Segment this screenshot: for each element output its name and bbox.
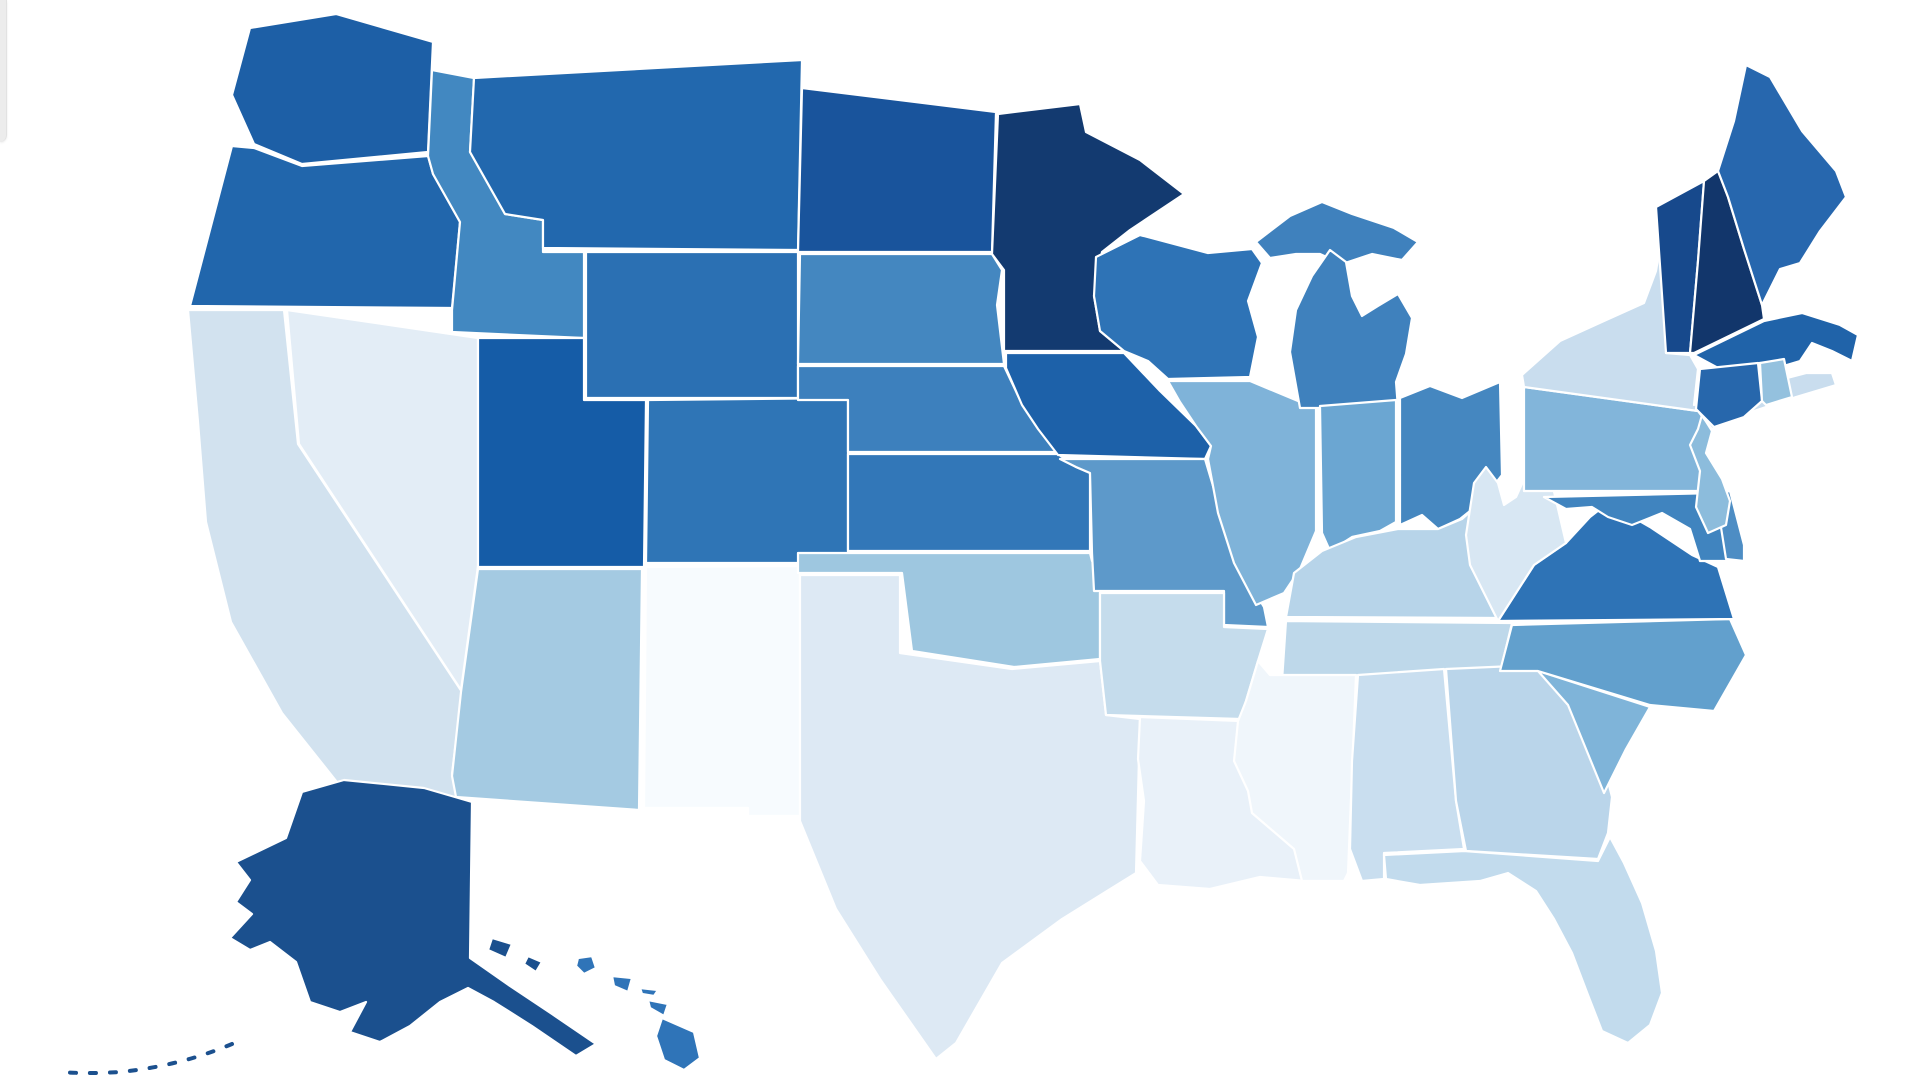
state-indiana[interactable] [1318, 398, 1398, 553]
state-new-jersey[interactable] [1688, 413, 1732, 535]
state-hawaii-maui[interactable] [646, 998, 670, 1018]
state-north-carolina[interactable] [1498, 617, 1748, 713]
state-texas[interactable] [798, 573, 1142, 1061]
state-hawaii-oahu[interactable] [610, 974, 634, 994]
state-south-dakota[interactable] [796, 252, 1006, 366]
state-rhode-island[interactable] [1758, 357, 1794, 407]
state-washington[interactable] [230, 12, 435, 166]
state-florida[interactable] [1382, 835, 1664, 1045]
state-arizona[interactable] [450, 567, 644, 812]
state-north-dakota[interactable] [796, 86, 998, 254]
state-hawaii-big-island[interactable] [654, 1016, 702, 1072]
state-maine[interactable] [1716, 63, 1848, 307]
state-utah[interactable] [476, 336, 648, 569]
state-hawaii-molokai[interactable] [638, 986, 660, 998]
state-alaska[interactable] [228, 778, 598, 1058]
window-edge-artifact [0, 0, 7, 142]
state-wisconsin[interactable] [1092, 233, 1264, 381]
state-alabama[interactable] [1348, 667, 1466, 883]
state-alaska-island[interactable] [522, 954, 544, 974]
state-wyoming[interactable] [584, 250, 800, 400]
state-michigan-upper-peninsula[interactable] [1254, 200, 1420, 266]
state-kansas[interactable] [846, 452, 1092, 553]
state-oklahoma[interactable] [796, 551, 1102, 669]
state-connecticut[interactable] [1694, 361, 1764, 429]
state-alaska-kodiak-island[interactable] [486, 936, 514, 960]
aleutian-islands[interactable] [56, 1042, 234, 1075]
state-colorado[interactable] [644, 396, 850, 565]
state-hawaii-kauai[interactable] [574, 954, 598, 976]
state-michigan[interactable] [1288, 248, 1414, 410]
state-south-carolina[interactable] [1536, 669, 1652, 795]
state-oregon[interactable] [188, 144, 462, 310]
state-new-mexico[interactable] [642, 564, 802, 818]
state-mississippi[interactable] [1232, 659, 1358, 883]
